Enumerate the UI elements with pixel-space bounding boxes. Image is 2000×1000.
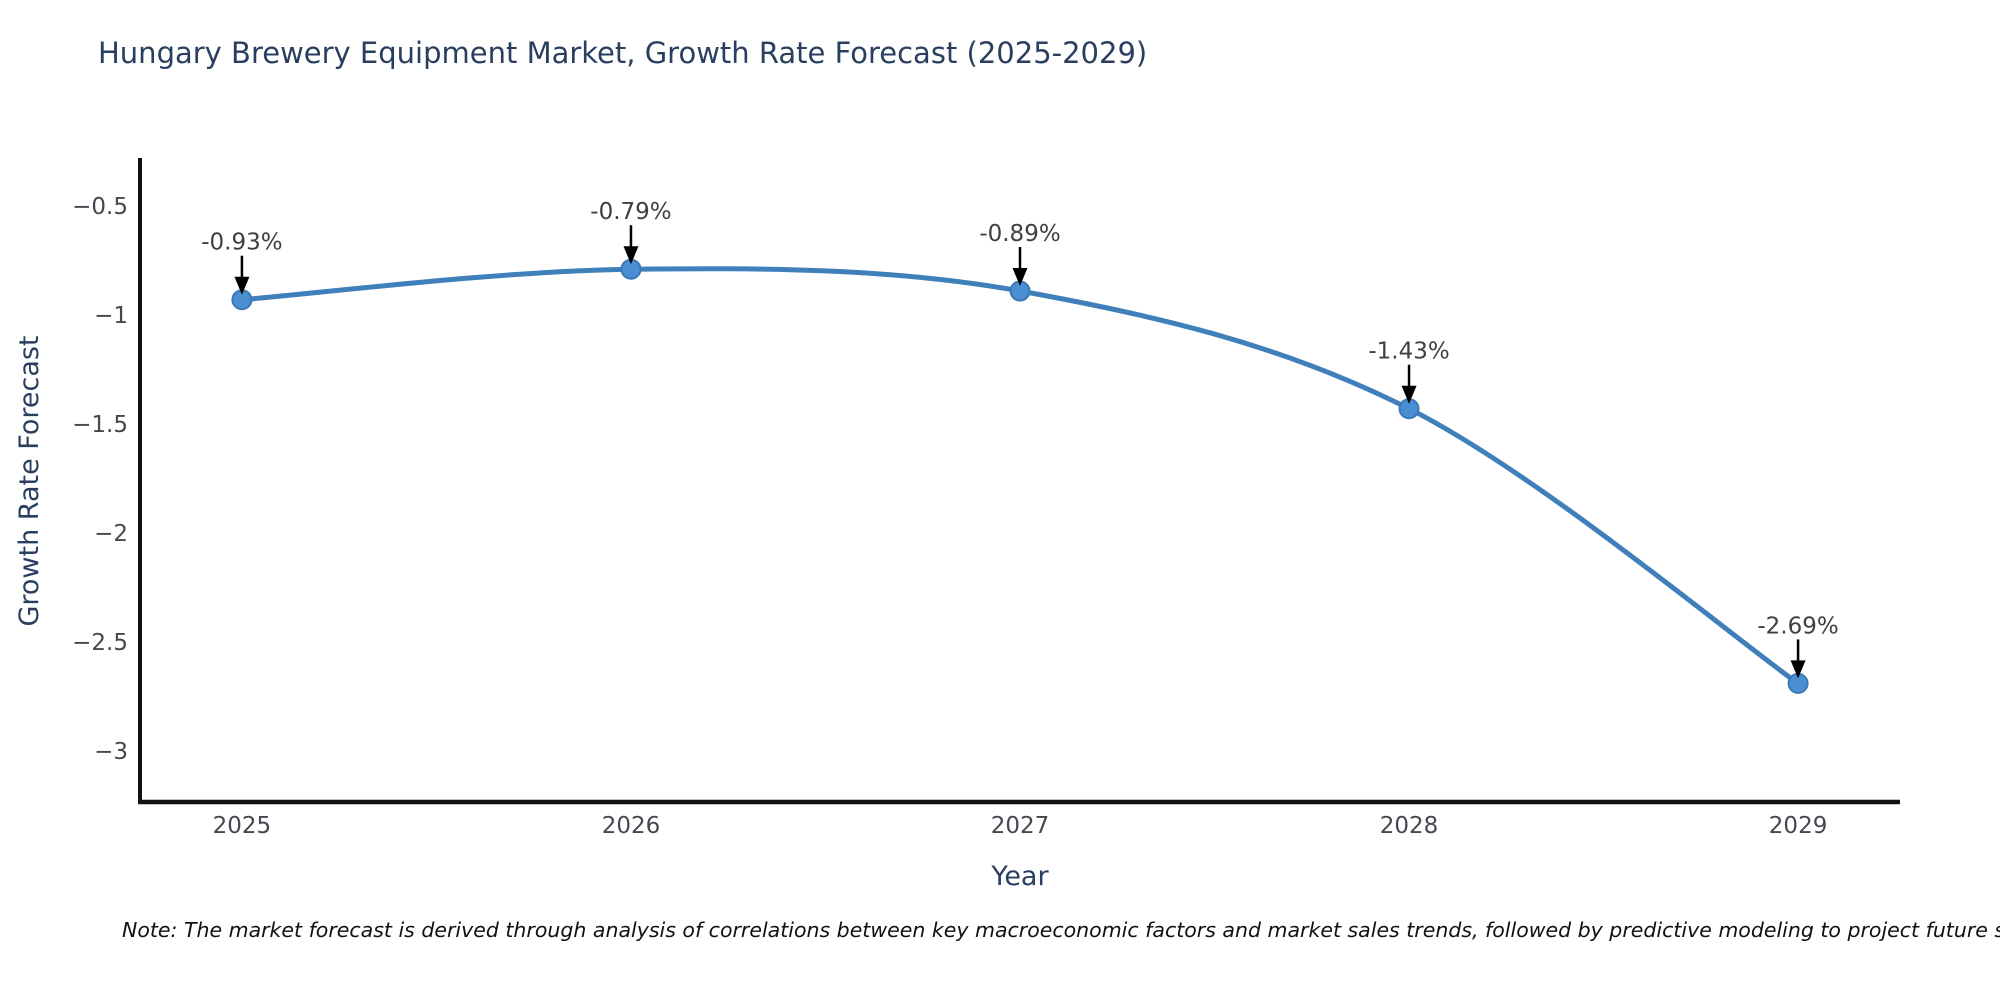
- y-tick-label-3: −2: [94, 521, 128, 547]
- annotation-arrowhead: [623, 246, 639, 265]
- x-axis-title: Year: [990, 861, 1049, 892]
- x-tick-label-2025: 2025: [213, 813, 272, 839]
- annotation-label-2026: -0.79%: [590, 199, 671, 225]
- x-tick-label-2029: 2029: [1769, 813, 1828, 839]
- annotation-arrowhead: [234, 276, 250, 295]
- y-tick-label-1: −1: [94, 303, 128, 329]
- y-tick-label-2: −1.5: [72, 412, 128, 438]
- annotation-label-2028: -1.43%: [1368, 339, 1449, 365]
- y-axis-title: Growth Rate Forecast: [14, 335, 45, 626]
- point-annotations: -0.93% -0.79% -0.89% -1.43% -2.69%: [201, 199, 1839, 679]
- x-tick-label-2026: 2026: [602, 813, 661, 839]
- x-axis-ticks: 2025 2026 2027 2028 2029: [213, 813, 1828, 839]
- annotation-arrowhead: [1401, 385, 1417, 404]
- x-tick-label-2028: 2028: [1380, 813, 1439, 839]
- x-tick-label-2027: 2027: [991, 813, 1050, 839]
- line-series: [231, 258, 1809, 694]
- annotation-label-2027: -0.89%: [979, 221, 1060, 247]
- chart-title: Hungary Brewery Equipment Market, Growth…: [98, 36, 1148, 70]
- annotation-arrowhead: [1790, 660, 1806, 679]
- y-tick-label-0: −0.5: [72, 194, 128, 220]
- footnote: Note: The market forecast is derived thr…: [122, 918, 2000, 942]
- y-tick-label-5: −3: [94, 739, 128, 765]
- annotation-label-2029: -2.69%: [1757, 613, 1838, 639]
- series-line: [239, 266, 1801, 686]
- annotation-label-2025: -0.93%: [201, 230, 282, 256]
- annotation-arrowhead: [1012, 268, 1028, 287]
- y-axis-ticks: −0.5 −1 −1.5 −2 −2.5 −3: [72, 194, 128, 765]
- y-tick-label-4: −2.5: [72, 630, 128, 656]
